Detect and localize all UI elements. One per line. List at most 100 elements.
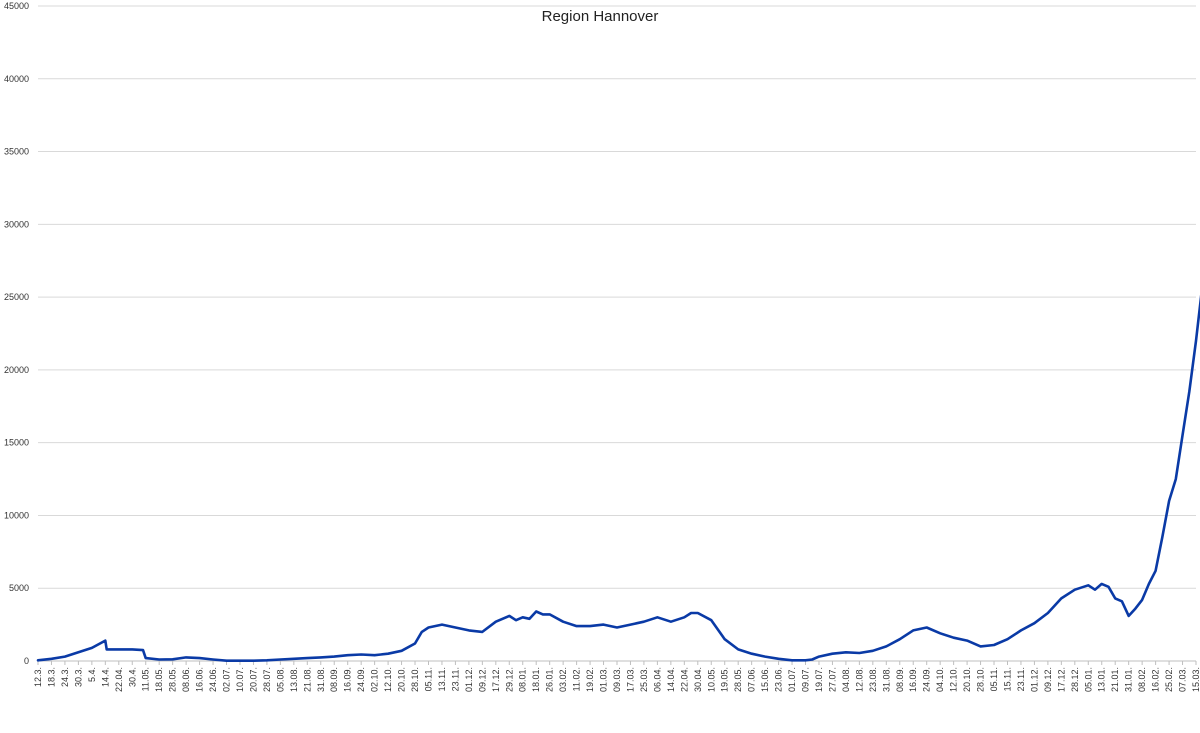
x-tick-label: 01.12. — [1029, 667, 1039, 692]
x-tick-label: 31.01. — [1124, 667, 1134, 692]
x-tick-label: 19.05. — [720, 667, 730, 692]
x-tick-label: 28.05. — [168, 667, 178, 692]
x-tick-label: 24.09. — [356, 667, 366, 692]
x-tick-label: 17.12. — [491, 667, 501, 692]
x-tick-label: 01.12. — [464, 667, 474, 692]
x-tick-label: 07.06. — [747, 667, 757, 692]
x-tick-label: 10.07. — [235, 667, 245, 692]
x-tick-label: 16.02. — [1151, 667, 1161, 692]
y-tick-label: 40000 — [4, 74, 29, 84]
x-tick-label: 04.10. — [935, 667, 945, 692]
x-tick-label: 06.04. — [652, 667, 662, 692]
x-tick-label: 12.3. — [33, 667, 43, 687]
x-tick-label: 16.09. — [343, 667, 353, 692]
x-tick-label: 09.12. — [1043, 667, 1053, 692]
x-tick-label: 05.11. — [989, 667, 999, 691]
x-tick-label: 11.05. — [141, 667, 151, 691]
x-tick-label: 29.12. — [504, 667, 514, 692]
x-tick-label: 17.03. — [625, 667, 635, 692]
x-tick-label: 08.09. — [895, 667, 905, 692]
x-tick-label: 31.08. — [316, 667, 326, 692]
x-tick-label: 15.03. — [1191, 667, 1200, 692]
x-tick-label: 28.10. — [410, 667, 420, 692]
x-tick-label: 13.11. — [437, 667, 447, 691]
x-tick-label: 14.04. — [666, 667, 676, 692]
y-tick-label: 0 — [24, 656, 29, 666]
x-tick-label: 12.10. — [949, 667, 959, 692]
x-tick-label: 01.07. — [787, 667, 797, 692]
x-tick-label: 13.01. — [1097, 667, 1107, 692]
y-tick-label: 15000 — [4, 438, 29, 448]
x-tick-label: 24.3. — [60, 667, 70, 687]
x-tick-label: 28.05. — [733, 667, 743, 692]
x-tick-label: 28.10. — [976, 667, 986, 692]
x-tick-label: 12.08. — [854, 667, 864, 692]
x-tick-label: 18.05. — [154, 667, 164, 692]
x-tick-label: 11.02. — [572, 667, 582, 691]
x-tick-label: 28.07. — [262, 667, 272, 692]
x-tick-label: 13.08. — [289, 667, 299, 692]
x-tick-label: 02.10. — [370, 667, 380, 692]
x-tick-label: 23.11. — [450, 667, 460, 691]
x-tick-label: 30.04. — [693, 667, 703, 692]
x-tick-label: 27.07. — [827, 667, 837, 692]
x-tick-label: 24.09. — [922, 667, 932, 692]
x-tick-label: 16.06. — [195, 667, 205, 692]
x-tick-label: 20.07. — [248, 667, 258, 692]
x-tick-label: 22.04. — [114, 667, 124, 692]
x-tick-label: 05.08. — [275, 667, 285, 692]
x-tick-label: 09.12. — [477, 667, 487, 692]
x-tick-label: 15.06. — [760, 667, 770, 692]
y-tick-label: 25000 — [4, 292, 29, 302]
x-tick-label: 08.02. — [1137, 667, 1147, 692]
x-tick-label: 17.12. — [1056, 667, 1066, 692]
x-tick-label: 25.03. — [639, 667, 649, 692]
x-tick-label: 05.11. — [423, 667, 433, 691]
x-tick-label: 07.03. — [1178, 667, 1188, 692]
x-tick-label: 18.01. — [531, 667, 541, 692]
x-tick-label: 30.4. — [127, 667, 137, 687]
x-tick-label: 24.06. — [208, 667, 218, 692]
x-tick-label: 5.4. — [87, 667, 97, 682]
y-tick-label: 30000 — [4, 219, 29, 229]
x-tick-label: 14.4. — [100, 667, 110, 687]
x-tick-label: 30.3. — [73, 667, 83, 687]
x-tick-label: 04.08. — [841, 667, 851, 692]
x-tick-label: 21.01. — [1110, 667, 1120, 692]
y-tick-label: 45000 — [4, 1, 29, 11]
x-tick-label: 09.03. — [612, 667, 622, 692]
x-tick-label: 02.07. — [222, 667, 232, 692]
x-tick-label: 05.01. — [1083, 667, 1093, 692]
x-tick-label: 23.11. — [1016, 667, 1026, 691]
x-tick-label: 23.08. — [868, 667, 878, 692]
x-tick-label: 10.05. — [706, 667, 716, 692]
x-tick-label: 19.07. — [814, 667, 824, 692]
x-tick-label: 16.09. — [908, 667, 918, 692]
x-tick-label: 28.12. — [1070, 667, 1080, 692]
y-tick-label: 5000 — [9, 583, 29, 593]
x-tick-label: 26.01. — [545, 667, 555, 692]
series-line-0 — [36, 294, 1200, 662]
x-tick-label: 23.06. — [774, 667, 784, 692]
y-tick-label: 20000 — [4, 365, 29, 375]
y-tick-label: 10000 — [4, 510, 29, 520]
x-tick-label: 09.07. — [801, 667, 811, 692]
x-tick-label: 01.03. — [599, 667, 609, 692]
x-tick-label: 20.10. — [962, 667, 972, 692]
chart-title: Region Hannover — [541, 8, 659, 25]
x-tick-label: 21.08. — [302, 667, 312, 692]
x-tick-label: 25.02. — [1164, 667, 1174, 692]
x-tick-label: 03.02. — [558, 667, 568, 692]
x-tick-label: 22.04. — [679, 667, 689, 692]
x-tick-label: 31.08. — [881, 667, 891, 692]
x-tick-label: 15.11. — [1002, 667, 1012, 691]
x-tick-label: 08.09. — [329, 667, 339, 692]
x-tick-label: 08.06. — [181, 667, 191, 692]
x-tick-label: 08.01. — [518, 667, 528, 692]
y-tick-label: 35000 — [4, 147, 29, 157]
x-tick-label: 19.02. — [585, 667, 595, 692]
x-tick-label: 18.3. — [46, 667, 56, 687]
x-tick-label: 20.10. — [397, 667, 407, 692]
